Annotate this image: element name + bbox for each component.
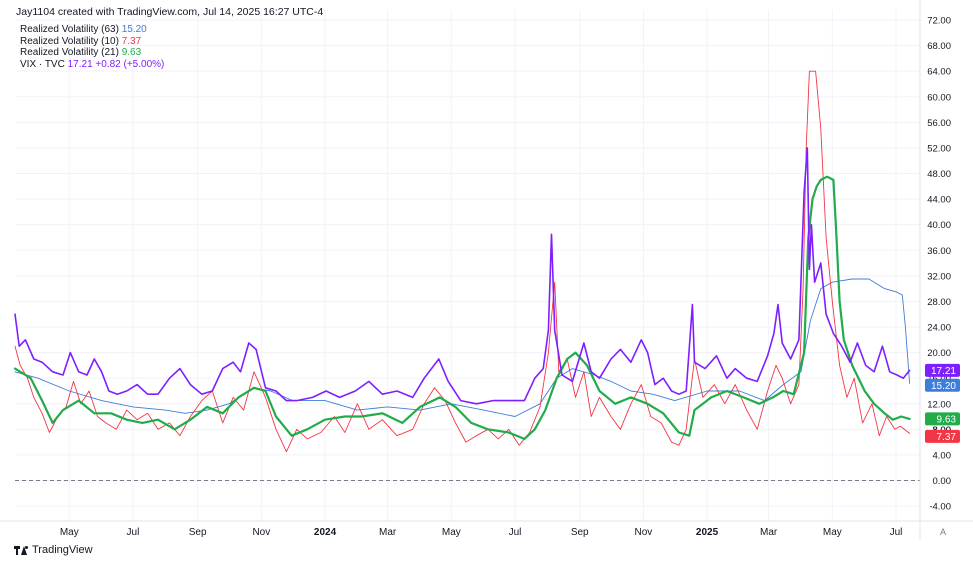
y-tick-label: 48.00 bbox=[927, 169, 951, 180]
legend-item-vix[interactable]: VIX · TVC 17.21 +0.82 (+5.00%) bbox=[20, 59, 164, 71]
legend-value: 7.37 bbox=[121, 35, 142, 47]
chart-attribution: Jay1104 created with TradingView.com, Ju… bbox=[16, 6, 324, 18]
last-value-badge bbox=[925, 363, 960, 377]
legend-item-rv63[interactable]: Realized Volatility (63) 15.20 bbox=[20, 24, 164, 36]
x-tick-label: Jul bbox=[127, 527, 140, 538]
y-tick-label: 24.00 bbox=[927, 323, 951, 334]
tradingview-logo-text: TradingView bbox=[32, 544, 93, 556]
legend: Realized Volatility (63) 15.20 Realized … bbox=[20, 24, 164, 70]
series-lines bbox=[13, 70, 911, 453]
y-tick-label: 20.00 bbox=[927, 348, 951, 359]
legend-item-rv21[interactable]: Realized Volatility (21) 9.63 bbox=[20, 47, 164, 59]
axes: 72.00 68.00 64.00 60.00 56.00 52.00 48.00 44.00… bbox=[0, 0, 973, 540]
x-tick-label: Mar bbox=[760, 527, 778, 538]
legend-name: Realized Volatility (63) bbox=[20, 24, 119, 35]
last-value-label: 17.21 bbox=[931, 366, 956, 377]
tradingview-icon bbox=[14, 545, 28, 555]
legend-name: Realized Volatility (10) bbox=[20, 35, 119, 47]
x-tick-label: May bbox=[60, 527, 79, 538]
tradingview-logo[interactable]: TradingView bbox=[14, 544, 93, 556]
x-tick-label: Jul bbox=[890, 527, 903, 538]
last-value-label: 9.63 bbox=[937, 414, 957, 425]
y-tick-label: 0.00 bbox=[933, 476, 952, 487]
auto-scale-button[interactable]: A bbox=[940, 527, 947, 537]
last-value-label: 7.37 bbox=[937, 432, 957, 443]
legend-value: 17.21 +0.82 (+5.00%) bbox=[67, 58, 165, 70]
legend-value: 9.63 bbox=[121, 47, 142, 58]
x-tick-label: Nov bbox=[252, 527, 270, 538]
y-tick-label: 12.00 bbox=[927, 399, 951, 410]
y-tick-label: 52.00 bbox=[927, 143, 951, 154]
last-value-badge bbox=[925, 412, 960, 426]
y-tick-label: 56.00 bbox=[927, 118, 951, 129]
y-tick-label: 68.00 bbox=[927, 41, 951, 52]
y-tick-label: 28.00 bbox=[927, 297, 951, 308]
y-tick-label: 4.00 bbox=[933, 450, 952, 461]
x-tick-label: Mar bbox=[379, 527, 397, 538]
y-tick-label: 36.00 bbox=[927, 246, 951, 257]
y-tick-label: 32.00 bbox=[927, 271, 951, 282]
last-value-badge bbox=[925, 378, 960, 392]
x-tick-label: Sep bbox=[189, 527, 207, 538]
series-line bbox=[14, 70, 911, 453]
x-tick-label: Sep bbox=[571, 527, 589, 538]
x-tick-label: 2024 bbox=[314, 527, 337, 538]
x-tick-label: May bbox=[823, 527, 842, 538]
x-tick-label: 2025 bbox=[696, 527, 719, 538]
legend-value: 15.20 bbox=[121, 24, 147, 35]
legend-name: VIX · TVC bbox=[20, 58, 65, 70]
y-tick-label: 40.00 bbox=[927, 220, 951, 231]
x-tick-label: May bbox=[442, 527, 461, 538]
grid bbox=[15, 10, 920, 521]
last-value-badge bbox=[925, 429, 960, 443]
y-tick-label: 64.00 bbox=[927, 67, 951, 78]
last-value-label: 15.20 bbox=[931, 381, 956, 392]
legend-item-rv10[interactable]: Realized Volatility (10) 7.37 bbox=[20, 36, 164, 48]
y-tick-label: 44.00 bbox=[927, 195, 951, 206]
series-line bbox=[14, 147, 911, 405]
y-tick-label: 60.00 bbox=[927, 92, 951, 103]
y-tick-label: 72.00 bbox=[927, 16, 951, 27]
y-tick-label: -4.00 bbox=[929, 502, 951, 513]
x-tick-label: Nov bbox=[634, 527, 652, 538]
x-tick-label: Jul bbox=[509, 527, 522, 538]
legend-name: Realized Volatility (21) bbox=[20, 47, 119, 58]
series-line bbox=[13, 175, 911, 440]
